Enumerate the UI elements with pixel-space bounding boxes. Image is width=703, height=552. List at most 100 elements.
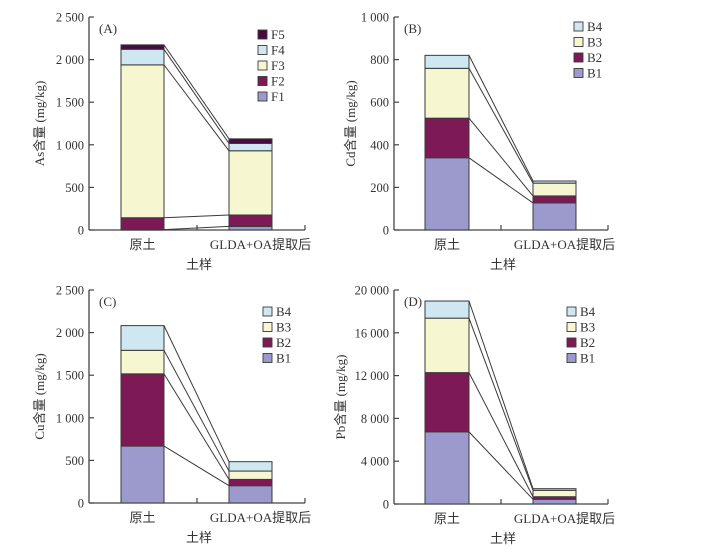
y-axis-title: Cd含量 (mg/kg) [343, 80, 358, 166]
bar-segment-b1 [532, 498, 577, 505]
bar-segment-f1 [228, 225, 273, 231]
bar-segment-b2 [424, 117, 470, 159]
y-tick-label: 0 [78, 224, 84, 238]
connector-line [163, 445, 230, 487]
x-category-label: GLDA+OA提取后 [210, 510, 311, 525]
panel-label: (C) [99, 294, 116, 309]
connector-line [163, 49, 230, 144]
x-category-label: 原土 [129, 237, 155, 252]
bar-segment-b3 [424, 317, 470, 374]
y-tick-label: 800 [370, 53, 389, 67]
legend-swatch-b1 [566, 353, 577, 363]
legend-swatch-b2 [262, 337, 273, 348]
panel-label: (D) [404, 294, 422, 309]
bar-segment-f3 [120, 64, 165, 219]
legend-label-f5: F5 [271, 27, 285, 42]
legend-swatch-b2 [566, 337, 577, 348]
bar-segment-b4 [424, 300, 470, 319]
legend-label-f3: F3 [271, 58, 285, 73]
x-category-label: GLDA+OA提取后 [210, 237, 311, 252]
connector-line [468, 300, 534, 489]
legend-swatch-b4 [573, 21, 584, 32]
bar-segment-b4 [424, 54, 470, 69]
legend-swatch-b1 [573, 68, 584, 78]
chart-panel-b: 0 200 400 600 800 1 000 Cd含量 (mg/kg) 原土 GLDA+OA提… [343, 11, 615, 273]
bar-segment-b2 [532, 195, 577, 204]
legend-swatch-b3 [566, 322, 577, 332]
bar-segment-b4 [120, 325, 165, 351]
bar-segment-f2 [228, 214, 273, 227]
y-tick-label: 1 500 [56, 369, 84, 383]
connector-line [163, 64, 230, 152]
x-axis-title: 土样 [490, 257, 516, 272]
legend-label-b4: B4 [580, 304, 596, 319]
legend-label-b1: B1 [276, 351, 291, 366]
legend-swatch-f1 [257, 91, 268, 102]
y-tick-label: 1 000 [56, 411, 84, 425]
bar-segment-b4 [532, 180, 577, 184]
y-tick-label: 2 000 [56, 53, 84, 67]
x-category-label: 原土 [434, 511, 460, 526]
y-axis-title: Cu含量 (mg/kg) [32, 353, 47, 439]
legend-swatch-f2 [257, 76, 268, 86]
bar-segment-b3 [532, 489, 577, 498]
connector-line [468, 431, 534, 500]
bar-segment-b3 [120, 349, 165, 375]
connector-line [163, 325, 230, 462]
x-axis-title: 土样 [186, 257, 212, 272]
chart-panel-a: 0 500 1 000 1 500 2 000 2 500 As含量 (mg/kg) 原土 GL… [32, 11, 311, 273]
legend-swatch-f4 [257, 45, 268, 55]
bar-segment-b4 [532, 488, 577, 491]
y-tick-label: 2 500 [56, 11, 84, 25]
legend-label-f4: F4 [271, 43, 285, 58]
legend-label-b4: B4 [276, 304, 292, 319]
x-category-label: GLDA+OA提取后 [514, 237, 615, 252]
bar-segment-b2 [228, 478, 273, 487]
y-axis-title: As含量 (mg/kg) [32, 81, 47, 167]
legend-swatch-b1 [262, 353, 273, 363]
bar-segment-f5 [120, 44, 165, 50]
connector-line [163, 225, 230, 231]
y-tick-label: 1 500 [56, 96, 84, 110]
legend-label-f2: F2 [271, 74, 285, 89]
legend-label-b2: B2 [276, 335, 291, 350]
panel-label: (A) [99, 21, 117, 36]
chart-panel-c: 0 500 1 000 1 500 2 000 2 500 Cu含量 (mg/kg) 原土 GL… [32, 284, 311, 546]
chart-panel-d: 0 4 000 8 000 12 000 16 000 20 000 Pb含量 (mg/kg… [333, 284, 615, 547]
y-tick-label: 500 [65, 454, 84, 468]
x-category-label: 原土 [129, 510, 155, 525]
connector-line [163, 214, 230, 219]
connector-line [468, 372, 534, 497]
bar-segment-b2 [120, 373, 165, 447]
x-axis-title: 土样 [490, 531, 516, 546]
legend-swatch-b3 [262, 322, 273, 332]
connector-line [163, 44, 230, 140]
legend-label-b2: B2 [587, 50, 602, 65]
bar-segment-b3 [532, 182, 577, 197]
bar-segment-b1 [424, 431, 470, 505]
legend-swatch-b4 [262, 306, 273, 317]
bar-segment-b3 [228, 470, 273, 480]
legend-label-b4: B4 [587, 19, 603, 34]
legend-label-b2: B2 [580, 335, 595, 350]
legend-label-b3: B3 [587, 35, 602, 50]
legend-swatch-f3 [257, 60, 268, 71]
y-tick-label: 2 000 [56, 326, 84, 340]
connector-line [468, 317, 534, 491]
y-tick-label: 500 [65, 181, 84, 195]
y-tick-label: 600 [370, 96, 389, 110]
bar-segment-f3 [228, 150, 273, 216]
y-tick-label: 1 000 [56, 138, 84, 152]
legend-label-b3: B3 [580, 320, 595, 335]
legend-swatch-b2 [573, 52, 584, 63]
y-tick-label: 12 000 [355, 369, 389, 383]
bar-segment-b2 [424, 372, 470, 433]
bar-segment-b1 [228, 485, 273, 504]
legend-label-f1: F1 [271, 89, 285, 104]
bar-segment-f4 [228, 142, 273, 152]
legend-swatch-b4 [566, 306, 577, 317]
y-tick-label: 400 [370, 138, 389, 152]
x-category-label: GLDA+OA提取后 [514, 511, 615, 526]
bar-segment-b1 [120, 445, 165, 504]
y-tick-label: 2 500 [56, 284, 84, 298]
